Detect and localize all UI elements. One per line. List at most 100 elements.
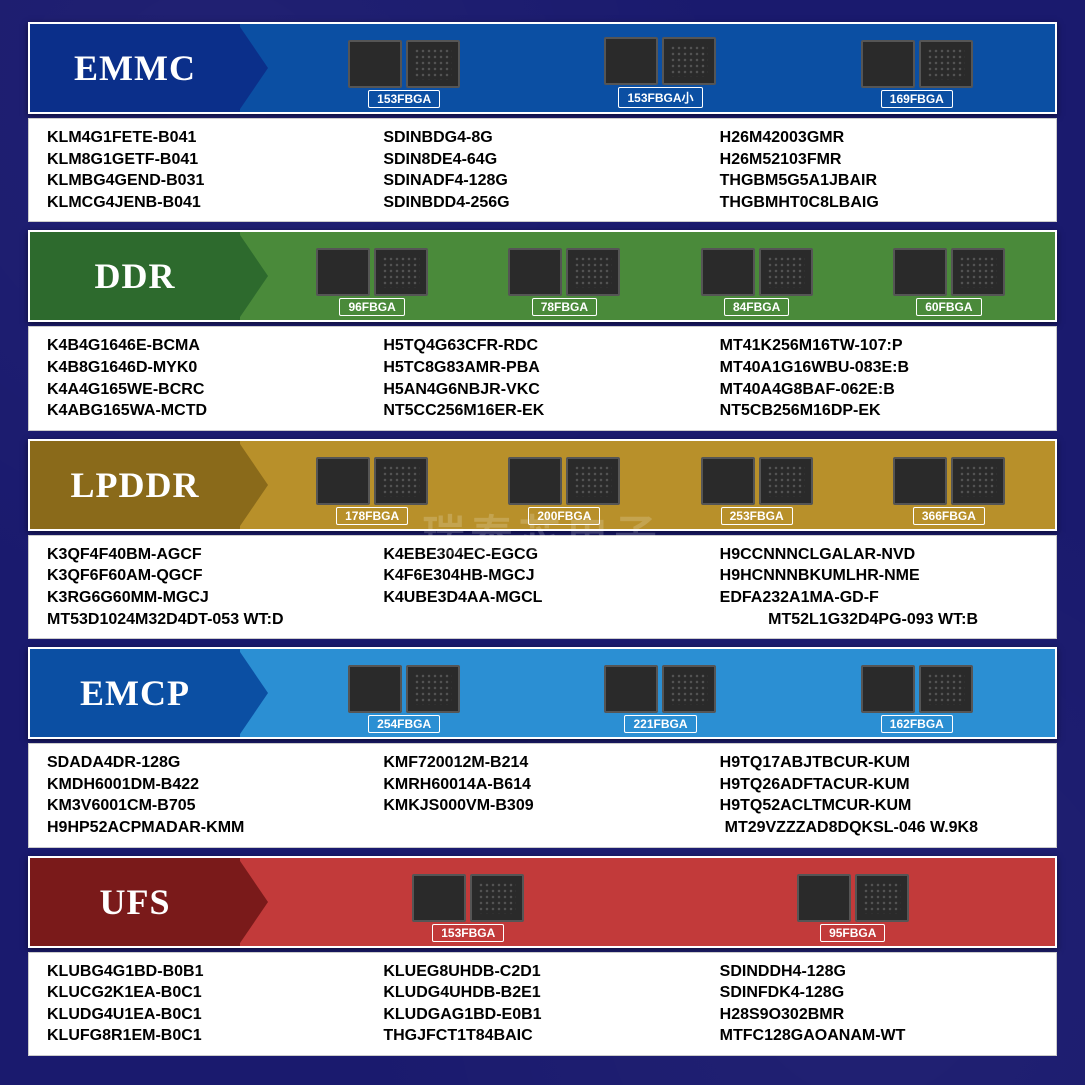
chip-pair: [412, 874, 524, 922]
chip-tag: 169FBGA: [881, 90, 953, 108]
parts-column: H9CCNNNCLGALAR-NVDH9HCNNNBKUMLHR-NMEEDFA…: [720, 544, 1038, 609]
chip-tag: 84FBGA: [724, 298, 789, 316]
chip-pair: [701, 248, 813, 296]
part-number: SDINADF4-128G: [383, 170, 701, 192]
chip-group: 200FBGA: [508, 457, 620, 525]
banner-ddr: DDR 96FBGA 78FBGA 84FBGA 60FBGA: [28, 230, 1057, 322]
part-number: EDFA232A1MA-GD-F: [720, 587, 1038, 609]
chips-area: 96FBGA 78FBGA 84FBGA 60FBGA: [240, 232, 1055, 320]
part-number: MT52L1G32D4PG-093 WT:B: [768, 609, 978, 631]
section-ufs: UFS 153FBGA 95FBGA KLUBG4G1BD-B0B1KLUCG2K1E…: [28, 856, 1057, 1056]
part-number: H9CCNNNCLGALAR-NVD: [720, 544, 1038, 566]
parts-extra-row: H9HP52ACPMADAR-KMM MT29VZZZAD8DQKSL-046 W…: [47, 817, 1038, 839]
chip-tag: 78FBGA: [532, 298, 597, 316]
part-number: KLMCG4JENB-B041: [47, 192, 365, 214]
parts-column: H5TQ4G63CFR-RDCH5TC8G83AMR-PBAH5AN4G6NBJ…: [383, 335, 701, 421]
chip-group: 78FBGA: [508, 248, 620, 316]
chip-back: [374, 457, 428, 505]
part-number: K4F6E304HB-MGCJ: [383, 565, 701, 587]
chip-pair: [348, 40, 460, 88]
chip-tag: 253FBGA: [721, 507, 793, 525]
chip-front: [861, 40, 915, 88]
part-number: KLUDG4UHDB-B2E1: [383, 982, 701, 1004]
part-number: K4A4G165WE-BCRC: [47, 379, 365, 401]
category-title: DDR: [95, 255, 176, 297]
part-number: SDINBDG4-8G: [383, 127, 701, 149]
parts-column: SDADA4DR-128GKMDH6001DM-B422KM3V6001CM-B…: [47, 752, 365, 817]
chip-pair: [797, 874, 909, 922]
part-number: SDINFDK4-128G: [720, 982, 1038, 1004]
chip-back: [951, 457, 1005, 505]
arrow-icon: [238, 858, 268, 946]
banner-ufs: UFS 153FBGA 95FBGA: [28, 856, 1057, 948]
parts-box: K4B4G1646E-BCMAK4B8G1646D-MYK0K4A4G165WE…: [28, 326, 1057, 430]
chip-tag: 95FBGA: [820, 924, 885, 942]
part-number: K4EBE304EC-EGCG: [383, 544, 701, 566]
part-number: H26M42003GMR: [720, 127, 1038, 149]
parts-grid: KLUBG4G1BD-B0B1KLUCG2K1EA-B0C1KLUDG4U1EA…: [47, 961, 1038, 1047]
parts-column: SDINBDG4-8GSDIN8DE4-64GSDINADF4-128GSDIN…: [383, 127, 701, 213]
chip-group: 221FBGA: [604, 665, 716, 733]
part-number: SDADA4DR-128G: [47, 752, 365, 774]
chip-front: [348, 40, 402, 88]
chip-front: [893, 248, 947, 296]
chip-group: 153FBGA: [348, 40, 460, 108]
chip-pair: [893, 248, 1005, 296]
chip-tag: 153FBGA: [368, 90, 440, 108]
chip-pair: [893, 457, 1005, 505]
chip-group: 96FBGA: [316, 248, 428, 316]
chip-back: [919, 40, 973, 88]
chip-back: [406, 40, 460, 88]
part-number: SDINDDH4-128G: [720, 961, 1038, 983]
parts-column: SDINDDH4-128GSDINFDK4-128GH28S9O302BMRMT…: [720, 961, 1038, 1047]
part-number: H28S9O302BMR: [720, 1004, 1038, 1026]
part-number: H5AN4G6NBJR-VKC: [383, 379, 701, 401]
part-number: MT53D1024M32D4DT-053 WT:D: [47, 609, 284, 631]
parts-grid: K3QF4F40BM-AGCFK3QF6F60AM-QGCFK3RG6G60MM…: [47, 544, 1038, 630]
part-number: H9HP52ACPMADAR-KMM: [47, 817, 244, 839]
chip-group: 153FBGA小: [604, 37, 716, 108]
part-number: KM3V6001CM-B705: [47, 795, 365, 817]
part-number: KLUBG4G1BD-B0B1: [47, 961, 365, 983]
parts-column: K4B4G1646E-BCMAK4B8G1646D-MYK0K4A4G165WE…: [47, 335, 365, 421]
infographic: EMMC153FBGA153FBGA小169FBGAKLM4G1FETE-B04…: [28, 22, 1057, 1056]
part-number: THGBM5G5A1JBAIR: [720, 170, 1038, 192]
banner-label: LPDDR: [30, 441, 240, 529]
part-number: MT29VZZZAD8DQKSL-046 W.9K8: [725, 817, 978, 839]
chip-tag: 366FBGA: [913, 507, 985, 525]
category-title: UFS: [99, 881, 170, 923]
parts-box: K3QF4F40BM-AGCFK3QF6F60AM-QGCFK3RG6G60MM…: [28, 535, 1057, 639]
parts-column: H26M42003GMRH26M52103FMRTHGBM5G5A1JBAIRT…: [720, 127, 1038, 213]
chip-group: 169FBGA: [861, 40, 973, 108]
arrow-icon: [238, 24, 268, 112]
chip-tag: 221FBGA: [624, 715, 696, 733]
part-number: KMF720012M-B214: [383, 752, 701, 774]
chip-pair: [316, 457, 428, 505]
part-number: KLUFG8R1EM-B0C1: [47, 1025, 365, 1047]
part-number: K3RG6G60MM-MGCJ: [47, 587, 365, 609]
chip-back: [662, 665, 716, 713]
part-number: K4B4G1646E-BCMA: [47, 335, 365, 357]
part-number: KLMBG4GEND-B031: [47, 170, 365, 192]
parts-box: KLUBG4G1BD-B0B1KLUCG2K1EA-B0C1KLUDG4U1EA…: [28, 952, 1057, 1056]
banner-label: EMMC: [30, 24, 240, 112]
chip-tag: 60FBGA: [916, 298, 981, 316]
chip-group: 253FBGA: [701, 457, 813, 525]
chip-back: [759, 457, 813, 505]
part-number: KLUDG4U1EA-B0C1: [47, 1004, 365, 1026]
chip-group: 162FBGA: [861, 665, 973, 733]
section-emcp: EMCP254FBGA221FBGA162FBGASDADA4DR-128GKM…: [28, 647, 1057, 847]
chip-pair: [316, 248, 428, 296]
banner-label: DDR: [30, 232, 240, 320]
category-title: EMMC: [74, 47, 196, 89]
banner-label: UFS: [30, 858, 240, 946]
chip-group: 60FBGA: [893, 248, 1005, 316]
chip-tag: 254FBGA: [368, 715, 440, 733]
part-number: KLUCG2K1EA-B0C1: [47, 982, 365, 1004]
part-number: H9TQ17ABJTBCUR-KUM: [720, 752, 1038, 774]
chip-pair: [861, 40, 973, 88]
parts-column: MT41K256M16TW-107:PMT40A1G16WBU-083E:BMT…: [720, 335, 1038, 421]
chip-tag: 96FBGA: [339, 298, 404, 316]
parts-column: K4EBE304EC-EGCGK4F6E304HB-MGCJK4UBE3D4AA…: [383, 544, 701, 609]
chip-tag: 153FBGA: [432, 924, 504, 942]
